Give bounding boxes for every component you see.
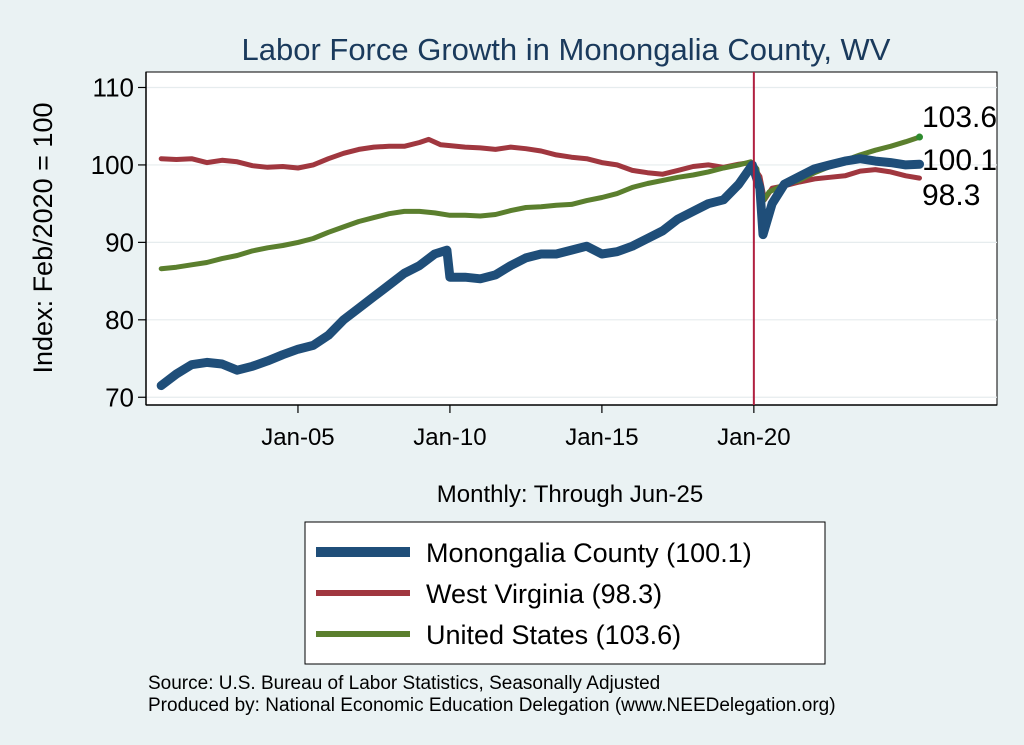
x-ticks: Jan-05 Jan-10 Jan-15 Jan-20 — [261, 405, 791, 451]
source-line-2: Produced by: National Economic Education… — [148, 695, 836, 716]
end-label-monongalia-county: 100.1 — [922, 144, 997, 177]
y-tick-label: 70 — [105, 382, 134, 412]
y-ticks: 70 80 90 100 110 — [91, 72, 146, 412]
legend-label: Monongalia County (100.1) — [426, 538, 752, 568]
gridlines — [146, 86, 997, 398]
y-axis-label: Index: Feb/2020 = 100 — [28, 103, 58, 374]
x-tick-label: Jan-15 — [565, 424, 638, 451]
end-labels: 100.198.3 103.6 — [922, 101, 997, 212]
legend: Monongalia County (100.1) West Virginia (… — [304, 521, 826, 665]
end-label-west-virginia: 98.3 — [922, 179, 980, 212]
axes — [145, 72, 997, 406]
x-axis-label: Monthly: Through Jun-25 — [437, 481, 703, 508]
y-tick-label: 90 — [105, 227, 134, 257]
chart-title: Labor Force Growth in Monongalia County,… — [241, 32, 890, 67]
legend-label: West Virginia (98.3) — [426, 579, 662, 609]
x-tick-label: Jan-20 — [717, 424, 790, 451]
x-tick-label: Jan-05 — [261, 424, 334, 451]
legend-label: United States (103.6) — [426, 620, 681, 650]
series-line-monongalia-county — [156, 154, 924, 391]
series-lines — [156, 133, 924, 391]
source-line-1: Source: U.S. Bureau of Labor Statistics,… — [148, 673, 660, 694]
y-tick-label: 80 — [105, 305, 134, 335]
y-tick-label: 100 — [91, 150, 134, 180]
legend-entries: Monongalia County (100.1) West Virginia (… — [316, 538, 752, 650]
x-tick-label: Jan-10 — [413, 424, 486, 451]
us-end-marker — [915, 133, 923, 141]
end-label-united-states: 103.6 — [922, 101, 997, 134]
y-tick-label: 110 — [93, 72, 134, 102]
